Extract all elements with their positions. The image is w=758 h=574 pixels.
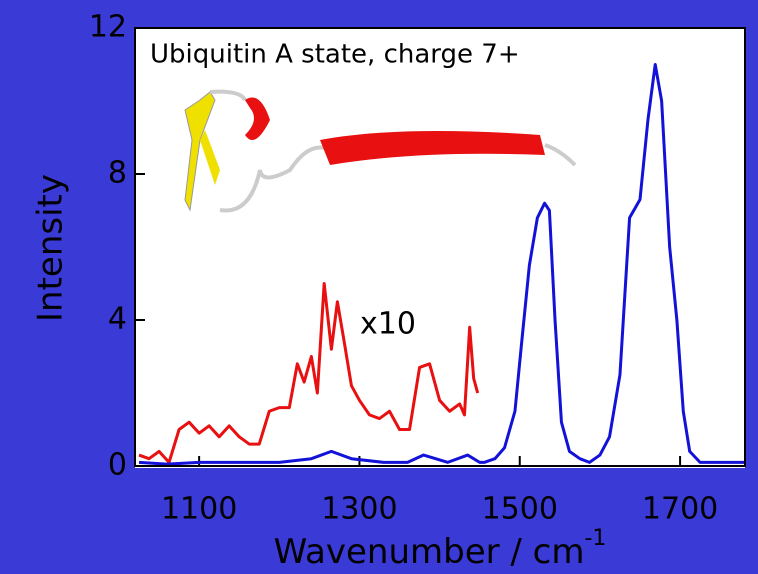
line-series <box>138 63 745 466</box>
x-tick-label: 1300 <box>321 492 397 527</box>
x-tick-label: 1100 <box>161 492 237 527</box>
x-tick-label: 1700 <box>642 492 718 527</box>
x-label-text: Wavenumber / cm <box>274 532 585 572</box>
line-series <box>138 282 480 464</box>
protein-structure <box>184 89 577 213</box>
chart-title: Ubiquitin A state, charge 7+ <box>150 40 520 70</box>
x-tick-label: 1500 <box>482 492 558 527</box>
y-axis-label: Intensity <box>31 174 71 322</box>
annotation: x10 <box>360 307 416 342</box>
axes-frame <box>134 27 746 467</box>
x-label-superscript: -1 <box>584 526 606 551</box>
x-axis-label: Wavenumber / cm-1 <box>274 526 607 572</box>
plot-area <box>135 28 745 468</box>
y-tick-label: 8 <box>108 156 127 191</box>
y-tick-label: 0 <box>108 448 127 483</box>
y-tick-label: 12 <box>89 10 127 45</box>
y-tick-label: 4 <box>108 302 127 337</box>
